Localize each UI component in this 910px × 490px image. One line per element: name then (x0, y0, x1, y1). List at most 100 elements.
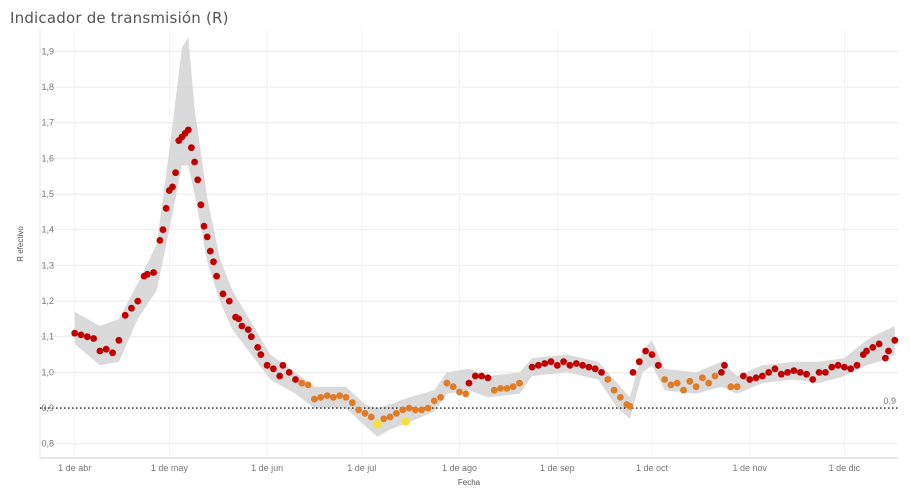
data-point-high (83, 333, 91, 341)
data-point-high (188, 144, 195, 152)
chart-title: Indicador de transmisión (R) (10, 9, 229, 27)
data-point-high (184, 126, 192, 134)
data-point-mid (692, 383, 700, 391)
data-point-high (77, 331, 85, 339)
data-point-mid (424, 404, 432, 412)
data-point-high (478, 372, 485, 380)
data-point-high (572, 360, 580, 367)
data-point-high (159, 226, 167, 234)
data-points-layer (71, 126, 899, 429)
data-point-mid (604, 376, 612, 383)
data-point-high (629, 369, 637, 376)
data-point-high (790, 367, 798, 374)
data-point-high (102, 345, 110, 353)
data-point-mid (443, 379, 451, 387)
data-point-high (471, 372, 479, 380)
data-point-high (834, 361, 842, 369)
data-point-high (853, 361, 861, 369)
data-point-mid (418, 406, 426, 414)
data-point-mid (361, 410, 369, 417)
data-point-high (244, 326, 252, 333)
data-point-high (279, 361, 287, 369)
data-point-high (109, 349, 116, 357)
data-point-high (803, 370, 810, 378)
data-point-high (115, 336, 123, 344)
data-point-high (150, 269, 158, 276)
data-point-high (121, 311, 129, 319)
data-point-mid (509, 383, 517, 391)
data-point-mid (355, 406, 362, 414)
data-point-mid (386, 413, 394, 421)
data-point-mid (342, 394, 350, 401)
data-point-high (225, 297, 233, 305)
reference-line-layer: 0,9 (40, 396, 898, 409)
data-point-mid (456, 388, 463, 396)
data-point-high (746, 376, 754, 383)
data-point-high (96, 347, 104, 355)
data-point-mid (705, 379, 713, 387)
data-point-high (765, 369, 773, 376)
data-point-mid (317, 394, 325, 401)
data-point-mid (727, 383, 735, 391)
data-point-low (401, 417, 411, 426)
x-tick-label: 1 de jun (251, 463, 283, 473)
y-tick-label: 1,9 (41, 46, 54, 56)
data-point-low (373, 419, 382, 429)
data-point-high (254, 344, 262, 351)
data-point-mid (405, 404, 413, 412)
data-point-high (156, 237, 164, 244)
reference-line-label: 0,9 (883, 396, 896, 406)
data-point-high (194, 176, 202, 184)
data-point-high (885, 347, 892, 355)
data-point-high (809, 376, 817, 383)
data-point-high (528, 363, 536, 371)
data-point-high (134, 297, 142, 305)
data-point-high (169, 183, 176, 191)
data-point-mid (673, 379, 681, 387)
data-point-mid (733, 383, 741, 391)
data-point-mid (399, 406, 407, 414)
data-point-high (718, 369, 725, 376)
data-point-high (197, 201, 205, 209)
data-point-high (247, 333, 255, 341)
data-point-mid (699, 374, 706, 382)
y-tick-label: 0,9 (41, 403, 54, 413)
data-point-mid (497, 385, 504, 392)
data-point-mid (449, 383, 457, 391)
data-point-mid (412, 406, 419, 414)
y-tick-labels: 0,8 0,9 1,0 1,1 1,2 1,3 1,4 1,5 1,6 1,7 1,8 1,9 (41, 46, 54, 448)
data-point-high (875, 340, 883, 348)
data-point-high (547, 358, 555, 366)
data-point-high (235, 315, 243, 323)
data-point-high (238, 322, 246, 330)
data-point-high (143, 270, 151, 278)
data-point-high (219, 290, 227, 298)
data-point-mid (393, 410, 400, 417)
data-point-mid (680, 386, 687, 394)
data-point-high (869, 344, 877, 351)
data-point-high (891, 336, 899, 344)
data-point-mid (711, 372, 719, 380)
data-point-mid (348, 399, 356, 407)
x-tick-label: 1 de abr (58, 463, 91, 473)
x-tick-label: 1 de dic (829, 463, 861, 473)
data-point-mid (462, 390, 470, 398)
data-point-mid (367, 413, 375, 421)
data-point-mid (330, 394, 337, 401)
y-tick-label: 1,3 (41, 260, 54, 270)
data-point-high (200, 222, 208, 230)
y-tick-label: 1,1 (41, 332, 54, 342)
data-point-high (822, 369, 829, 376)
data-point-high (292, 376, 299, 383)
data-point-mid (617, 394, 624, 401)
data-point-high (740, 372, 747, 380)
data-point-high (213, 272, 221, 280)
data-point-high (654, 361, 662, 369)
data-point-mid (686, 377, 694, 385)
data-point-mid (437, 394, 444, 401)
data-point-high (162, 204, 170, 212)
data-point-high (591, 365, 599, 373)
data-point-mid (323, 392, 331, 399)
y-tick-label: 1,4 (41, 225, 54, 235)
